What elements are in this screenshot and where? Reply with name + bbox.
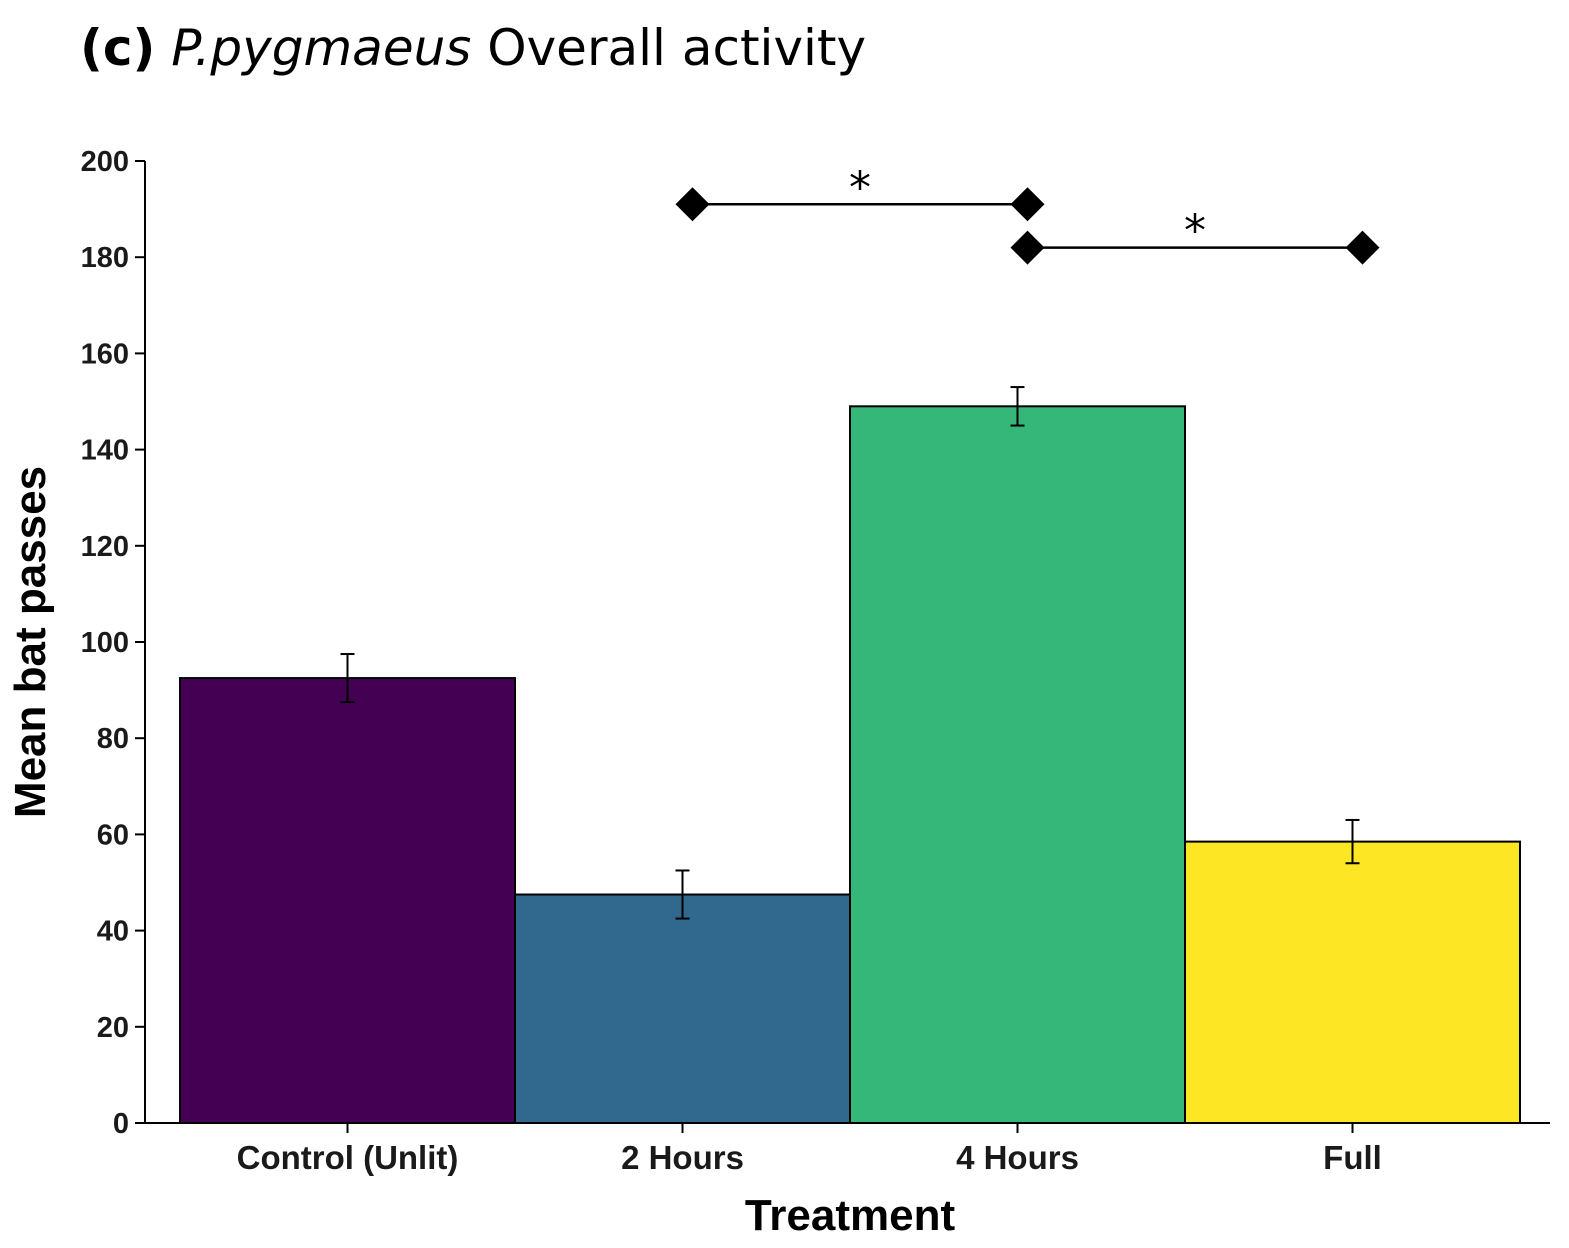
significance-star: * xyxy=(1184,206,1206,257)
panel-label: (c) xyxy=(80,19,156,77)
significance-marker xyxy=(1010,187,1045,222)
x-tick-label: 4 Hours xyxy=(956,1139,1079,1176)
error-bar xyxy=(1345,818,1360,865)
x-tick-label: 2 Hours xyxy=(621,1139,744,1176)
y-tick-label: 40 xyxy=(97,916,129,948)
significance-layer: ** xyxy=(675,162,1380,265)
y-tick-label: 80 xyxy=(97,723,129,755)
error-bar xyxy=(675,869,690,920)
y-axis-title: Mean bat passes xyxy=(6,466,55,818)
bars-layer xyxy=(179,405,1521,1125)
axes-layer: 0 20 40 60 80 100 120 140 160 180 200 Control (Unli… xyxy=(81,146,1550,1176)
significance-star: * xyxy=(849,162,871,213)
x-axis-title: Treatment xyxy=(745,1191,956,1240)
chart-title: (c) P.pygmaeus Overall activity xyxy=(80,18,866,78)
x-tick-label: Control (Unlit) xyxy=(237,1139,459,1176)
error-bars-layer xyxy=(340,386,1360,920)
error-bar xyxy=(340,653,355,704)
significance-marker xyxy=(1010,230,1045,265)
y-tick-label: 160 xyxy=(81,338,129,370)
bar xyxy=(514,893,851,1125)
bar xyxy=(1184,840,1521,1124)
significance-bracket: * xyxy=(1010,206,1380,265)
species-name: P.pygmaeus xyxy=(171,19,472,77)
title-text: Overall activity xyxy=(487,19,867,77)
bar xyxy=(849,405,1186,1124)
y-tick-label: 120 xyxy=(81,531,129,563)
significance-marker xyxy=(1345,230,1380,265)
y-tick-label: 100 xyxy=(81,627,129,659)
y-tick-label: 60 xyxy=(97,819,129,851)
y-tick-label: 200 xyxy=(81,146,129,178)
y-tick-label: 140 xyxy=(81,435,129,467)
x-tick-label: Full xyxy=(1323,1139,1382,1176)
error-bar xyxy=(1010,386,1025,427)
bar xyxy=(179,677,516,1124)
y-tick-label: 20 xyxy=(97,1012,129,1044)
y-tick-label: 0 xyxy=(113,1108,129,1140)
significance-bracket: * xyxy=(675,162,1045,222)
significance-marker xyxy=(675,187,710,222)
y-tick-label: 180 xyxy=(81,242,129,274)
